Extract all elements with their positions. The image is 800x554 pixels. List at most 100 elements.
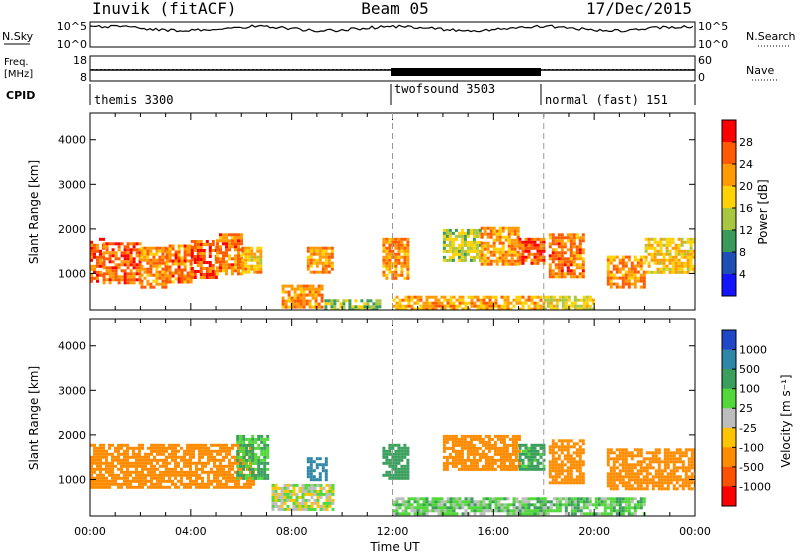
cpid-segment-twofsound: twofsound 3503 xyxy=(394,82,495,96)
freq-panel xyxy=(89,55,696,82)
velocity-colorbar-segment-1 xyxy=(722,349,736,370)
power-colorbar-segment-1 xyxy=(722,142,736,165)
velocity-colorbar-tick-2: 100 xyxy=(739,383,760,396)
x-tick-labels: 00:00 04:00 08:00 12:00 16:00 20:00 00:00 xyxy=(74,525,711,538)
power-colorbar-tick-5: 8 xyxy=(739,246,746,259)
x-tick-label-1: 04:00 xyxy=(175,525,207,538)
velocity-colorbar-segment-5 xyxy=(722,427,736,448)
x-tick-label-0: 00:00 xyxy=(74,525,106,538)
power-colorbar-tick-3: 16 xyxy=(739,202,753,215)
nsearch-tick-top: 10^5 xyxy=(698,20,728,33)
data-region-velocity-5 xyxy=(392,497,546,516)
power-colorbar-segment-7 xyxy=(722,274,736,297)
data-region-velocity-7 xyxy=(518,443,546,471)
power-ytick-label-4000: 4000 xyxy=(58,134,86,147)
power-axes: 1000 2000 3000 4000 xyxy=(58,113,696,310)
velocity-colorbar-tick-7: -1000 xyxy=(739,480,771,493)
velocity-colorbar-segment-8 xyxy=(722,486,736,507)
nave-trace xyxy=(92,69,694,71)
velocity-colorbar-segment-3 xyxy=(722,388,736,409)
x-tick-label-2: 08:00 xyxy=(276,525,308,538)
velocity-ytick-label-1000: 1000 xyxy=(58,473,86,486)
power-colorbar-segment-5 xyxy=(722,230,736,253)
x-tick-label-3: 12:00 xyxy=(377,525,409,538)
nave-tick-bottom: 0 xyxy=(698,71,705,84)
power-colorbar-segment-2 xyxy=(722,164,736,187)
data-region-velocity-9 xyxy=(548,439,585,485)
data-region-power-11 xyxy=(392,295,546,310)
power-colorbar-segment-0 xyxy=(722,120,736,143)
velocity-ytick-label-4000: 4000 xyxy=(58,340,86,353)
power-colorbar-tick-1: 24 xyxy=(739,158,753,171)
power-colorbar: 28 24 20 16 12 8 4 xyxy=(721,119,753,297)
data-region-power-2 xyxy=(140,246,168,289)
velocity-heatmap xyxy=(90,434,695,516)
velocity-colorbar-segment-6 xyxy=(722,447,736,468)
power-colorbar-segment-3 xyxy=(722,186,736,209)
velocity-colorbar-segment-4 xyxy=(722,408,736,429)
velocity-colorbar-tick-4: -25 xyxy=(739,422,757,435)
velocity-colorbar-tick-0: 1000 xyxy=(739,344,767,357)
velocity-colorbar-segment-7 xyxy=(722,466,736,487)
power-colorbar-tick-0: 28 xyxy=(739,136,753,149)
freq-unit: [MHz] xyxy=(4,69,33,80)
data-region-velocity-1 xyxy=(236,434,270,480)
data-region-velocity-0 xyxy=(90,443,255,489)
nsky-panel xyxy=(89,21,696,48)
velocity-colorbar-title: Velocity [m s⁻¹] xyxy=(779,374,793,467)
power-ytick-label-2000: 2000 xyxy=(58,223,86,236)
freq-tick-bottom: 8 xyxy=(80,71,87,84)
velocity-colorbar-tick-1: 500 xyxy=(739,363,760,376)
power-colorbar-tick-6: 4 xyxy=(739,268,746,281)
station-title: Inuvik (fitACF) xyxy=(92,0,237,18)
data-region-velocity-2 xyxy=(271,483,335,511)
data-region-velocity-10 xyxy=(606,448,695,491)
data-region-power-1 xyxy=(102,242,142,285)
power-colorbar-tick-2: 20 xyxy=(739,180,753,193)
nsky-tick-bottom: 10^0 xyxy=(57,38,87,51)
freq-tick-top: 18 xyxy=(73,54,87,67)
power-ylabel: Slant Range [km] xyxy=(27,160,41,264)
data-region-velocity-3 xyxy=(306,457,328,482)
data-region-power-8 xyxy=(306,246,334,274)
nave-dense-block xyxy=(391,68,541,76)
data-region-power-4 xyxy=(190,240,218,279)
velocity-ytick-label-2000: 2000 xyxy=(58,429,86,442)
velocity-axes: 1000 2000 3000 4000 xyxy=(58,319,696,516)
date-title: 17/Dec/2015 xyxy=(586,0,692,18)
nave-label: Nave xyxy=(746,64,774,77)
velocity-colorbar-tick-6: -500 xyxy=(739,461,764,474)
x-tick-label-5: 20:00 xyxy=(578,525,610,538)
power-ytick-label-1000: 1000 xyxy=(58,267,86,280)
velocity-ytick-label-3000: 3000 xyxy=(58,384,86,397)
data-region-velocity-6 xyxy=(442,434,521,471)
data-region-power-9 xyxy=(324,299,382,310)
data-region-power-7 xyxy=(281,284,324,309)
velocity-colorbar-segment-0 xyxy=(722,330,736,351)
data-region-power-18 xyxy=(644,237,695,274)
nsearch-tick-bottom: 10^0 xyxy=(698,38,728,51)
cpid-label: CPID xyxy=(6,89,35,102)
nsearch-label: N.Search xyxy=(746,30,796,43)
data-region-power-13 xyxy=(480,226,520,266)
freq-label: Freq. xyxy=(4,57,29,68)
data-region-power-10 xyxy=(382,237,410,280)
power-colorbar-title: Power [dB] xyxy=(756,179,770,244)
data-region-power-5 xyxy=(216,233,243,276)
velocity-colorbar-tick-3: 25 xyxy=(739,402,753,415)
x-axis-label: Time UT xyxy=(369,540,420,554)
data-region-power-16 xyxy=(548,233,585,279)
nave-tick-top: 60 xyxy=(698,54,712,67)
power-colorbar-tick-4: 12 xyxy=(739,224,753,237)
velocity-ylabel: Slant Range [km] xyxy=(27,366,41,470)
beam-title: Beam 05 xyxy=(361,0,428,18)
nsky-tick-top: 10^5 xyxy=(57,20,87,33)
data-region-power-6 xyxy=(241,246,263,274)
data-region-velocity-8 xyxy=(543,497,646,516)
velocity-colorbar: 1000 500 100 25 -25 -100 -500 -1000 xyxy=(721,329,771,507)
power-colorbar-segment-4 xyxy=(722,208,736,231)
velocity-colorbar-tick-5: -100 xyxy=(739,441,764,454)
cpid-segment-normal: normal (fast) 151 xyxy=(545,93,668,107)
data-region-power-12 xyxy=(442,228,482,262)
